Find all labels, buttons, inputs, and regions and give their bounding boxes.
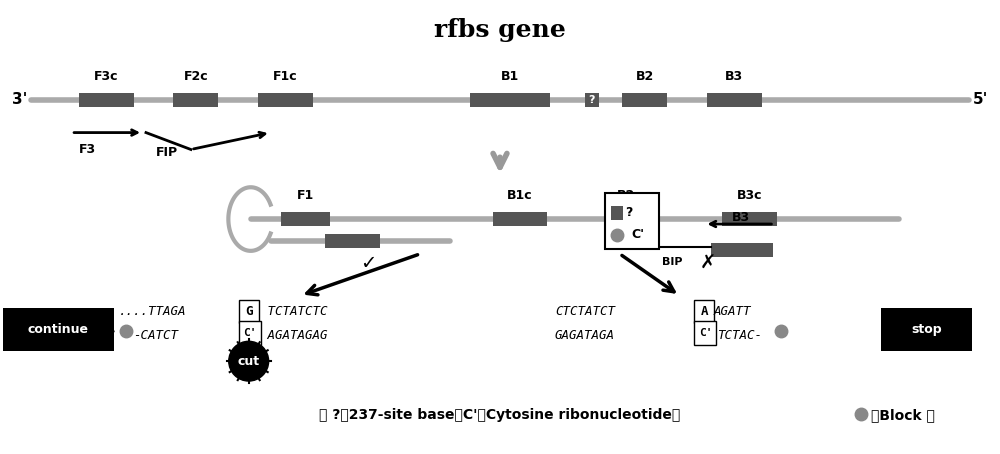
- Text: 5': 5': [973, 92, 988, 107]
- Text: F1: F1: [297, 189, 314, 202]
- FancyBboxPatch shape: [707, 93, 762, 107]
- FancyBboxPatch shape: [605, 193, 659, 249]
- Text: B3: B3: [732, 211, 750, 224]
- Text: ?: ?: [588, 95, 595, 105]
- Text: AGATT: AGATT: [713, 305, 751, 318]
- Text: F2c: F2c: [184, 70, 208, 83]
- FancyBboxPatch shape: [611, 206, 623, 220]
- Text: TCTATCTC: TCTATCTC: [260, 305, 327, 318]
- FancyBboxPatch shape: [79, 93, 134, 107]
- FancyBboxPatch shape: [3, 307, 114, 351]
- FancyBboxPatch shape: [325, 234, 380, 248]
- Text: F3: F3: [79, 143, 96, 156]
- FancyBboxPatch shape: [722, 212, 777, 226]
- FancyBboxPatch shape: [694, 300, 714, 323]
- FancyBboxPatch shape: [239, 300, 259, 323]
- Text: CTCTATCT: CTCTATCT: [555, 305, 615, 318]
- Text: ?: ?: [625, 206, 632, 218]
- FancyBboxPatch shape: [622, 93, 667, 107]
- Text: F3c: F3c: [94, 70, 118, 83]
- Text: C': C': [243, 328, 256, 338]
- Text: BIP: BIP: [662, 257, 682, 267]
- Text: continue: continue: [28, 323, 89, 336]
- Text: B2c: B2c: [617, 189, 642, 202]
- Text: （ ?：237-site base；C'：Cytosine ribonucleotide；: （ ?：237-site base；C'：Cytosine ribonucleo…: [319, 408, 681, 422]
- Text: B1c: B1c: [507, 189, 533, 202]
- FancyBboxPatch shape: [173, 93, 218, 107]
- Text: B2: B2: [635, 70, 654, 83]
- Text: B3: B3: [725, 70, 743, 83]
- FancyBboxPatch shape: [694, 321, 716, 345]
- Text: rfbs gene: rfbs gene: [434, 18, 566, 42]
- Text: C': C': [699, 328, 712, 338]
- Text: B1: B1: [501, 70, 519, 83]
- Text: ✓: ✓: [360, 254, 377, 273]
- Text: GAGATAGA: GAGATAGA: [555, 329, 615, 342]
- Text: ✗: ✗: [699, 254, 716, 273]
- Text: 3': 3': [12, 92, 27, 107]
- Text: ....TTAGA: ....TTAGA: [119, 305, 187, 318]
- FancyBboxPatch shape: [881, 307, 972, 351]
- FancyBboxPatch shape: [493, 212, 547, 226]
- Text: B3c: B3c: [737, 189, 762, 202]
- Text: TCTAC-: TCTAC-: [717, 329, 762, 342]
- Text: FIP: FIP: [156, 145, 178, 158]
- Text: stop: stop: [911, 323, 942, 336]
- Text: AGATAGAG: AGATAGAG: [260, 329, 327, 342]
- Text: F1c: F1c: [273, 70, 298, 83]
- FancyBboxPatch shape: [610, 212, 650, 226]
- FancyBboxPatch shape: [711, 243, 773, 257]
- Text: -CATCT: -CATCT: [133, 329, 178, 342]
- Circle shape: [229, 341, 269, 381]
- FancyBboxPatch shape: [470, 93, 550, 107]
- Text: A: A: [701, 305, 708, 318]
- Text: C': C': [632, 228, 645, 242]
- FancyBboxPatch shape: [585, 93, 599, 107]
- FancyBboxPatch shape: [258, 93, 313, 107]
- Text: cut: cut: [238, 355, 260, 368]
- FancyBboxPatch shape: [239, 321, 261, 345]
- Text: ：Block ）: ：Block ）: [871, 408, 935, 422]
- FancyBboxPatch shape: [281, 212, 330, 226]
- Text: G: G: [245, 305, 252, 318]
